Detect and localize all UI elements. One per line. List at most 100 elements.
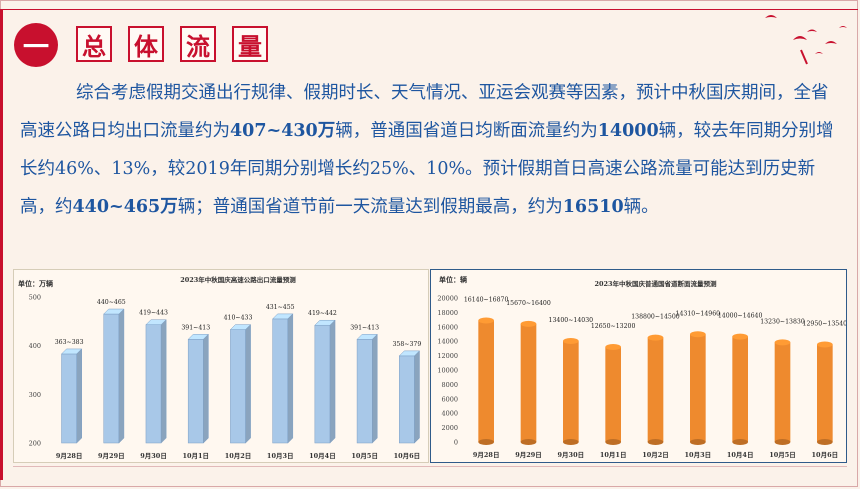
left-bar-side-1 [118, 308, 125, 444]
right-y-tick-label-5: 10000 [437, 367, 458, 375]
right-x-tick-label-8: 10月6日 [812, 451, 839, 459]
left-bar-0 [61, 353, 77, 444]
right-bar-top-4 [647, 334, 664, 341]
right-bar-top-3 [605, 343, 621, 350]
left-data-label-8: 358~379 [392, 341, 421, 348]
left-data-label-1: 440~465 [97, 299, 126, 306]
right-unit-label: 单位：辆 [439, 275, 467, 284]
left-x-tick-label-7: 10月5日 [351, 452, 378, 460]
left-bar-5 [272, 318, 289, 444]
right-bar-base-6 [732, 439, 748, 445]
right-bar-base-7 [774, 439, 791, 445]
right-y-tick-label-9: 18000 [437, 309, 458, 317]
left-y-tick-label-2: 400 [29, 342, 41, 350]
left-bar-8 [399, 355, 415, 444]
left-unit-label: 单位：万辆 [18, 279, 53, 288]
right-bar-top-5 [690, 331, 706, 338]
right-chart-title: 2023年中秋国庆普通国省道断面流量预测 [594, 279, 717, 288]
left-bar-side-6 [329, 319, 336, 444]
left-bar-2 [145, 324, 162, 444]
left-x-tick-label-4: 10月2日 [225, 452, 252, 460]
left-y-tick-label-1: 300 [29, 391, 41, 399]
right-bar-1 [520, 323, 537, 442]
right-bar-8 [817, 344, 833, 442]
flying-birds-icon [765, 15, 847, 65]
right-bar-base-2 [563, 439, 579, 445]
right-x-tick-label-0: 9月28日 [473, 451, 500, 459]
right-bar-base-8 [817, 439, 833, 445]
right-bar-top-2 [563, 337, 579, 344]
left-data-label-0: 363~383 [55, 339, 84, 346]
right-x-tick-label-1: 9月29日 [515, 451, 542, 459]
left-bar-side-7 [372, 333, 378, 444]
right-bar-top-7 [774, 339, 791, 346]
right-y-tick-label-4: 8000 [441, 381, 458, 389]
top-rule [0, 9, 858, 10]
left-x-tick-label-3: 10月1日 [182, 452, 209, 460]
left-data-label-5: 431~455 [266, 304, 295, 311]
left-data-label-4: 410~433 [224, 315, 253, 322]
left-x-tick-label-0: 9月28日 [56, 452, 83, 460]
left-x-tick-label-5: 10月3日 [267, 452, 294, 460]
right-data-label-1: 15670~16400 [506, 300, 551, 307]
right-bar-base-4 [647, 439, 664, 445]
right-data-label-6: 14000~14640 [718, 313, 763, 320]
right-y-tick-label-2: 4000 [441, 410, 458, 418]
right-y-tick-label-8: 16000 [437, 323, 458, 331]
right-data-label-3: 12650~13200 [591, 323, 636, 330]
left-x-tick-label-1: 9月29日 [98, 452, 125, 460]
right-data-label-4: 138800~14500 [631, 314, 680, 321]
right-bar-top-6 [732, 333, 748, 340]
right-bar-4 [647, 337, 664, 442]
right-bar-base-0 [478, 439, 494, 445]
right-y-tick-label-0: 0 [454, 439, 458, 447]
left-y-tick-label-3: 500 [29, 294, 41, 302]
right-bar-3 [605, 346, 621, 442]
right-bar-0 [478, 320, 494, 442]
left-data-label-6: 419~442 [308, 310, 337, 317]
right-bar-5 [690, 334, 706, 442]
right-bar-base-3 [605, 439, 621, 445]
right-y-tick-label-10: 20000 [437, 295, 458, 303]
right-y-tick-label-3: 6000 [441, 395, 458, 403]
right-data-label-2: 13400~14030 [549, 317, 594, 324]
summary-paragraph: 综合考虑假期交通出行规律、假期时长、天气情况、亚运会观赛等因素，预计中秋国庆期间… [20, 83, 834, 217]
left-bar-side-3 [203, 333, 209, 444]
right-y-tick-label-6: 12000 [437, 352, 458, 360]
section-number-badge: 一 [14, 23, 58, 67]
right-x-tick-label-7: 10月5日 [769, 451, 796, 459]
left-bar-3 [187, 339, 204, 444]
right-bar-6 [732, 336, 748, 442]
highway-flow-chart: 单位：万辆 2023年中秋国庆高速公路出口流量预测 200 300 400 500 363~… [13, 269, 429, 463]
left-data-label-3: 391~413 [181, 324, 210, 331]
left-bar-7 [356, 339, 373, 444]
right-x-tick-label-3: 10月1日 [600, 451, 627, 459]
right-y-tick-label-1: 2000 [441, 424, 458, 432]
left-data-label-2: 419~443 [139, 310, 168, 317]
left-x-tick-label-2: 9月30日 [140, 452, 167, 460]
right-bar-top-8 [817, 341, 833, 348]
right-bar-base-5 [690, 439, 706, 445]
left-bar-side-5 [287, 313, 294, 444]
highway-flow-chart-svg: 单位：万辆 2023年中秋国庆高速公路出口流量预测 200 300 400 500 363~… [18, 275, 421, 460]
right-data-label-5: 14310~14960 [676, 310, 721, 317]
left-x-tick-label-6: 10月4日 [309, 452, 336, 460]
left-data-label-7: 391~413 [350, 324, 379, 331]
title-char-1: 总 [76, 26, 112, 62]
left-bar-6 [314, 324, 331, 444]
left-accent-bar [0, 10, 3, 480]
section-number: 一 [22, 32, 49, 63]
right-bar-top-1 [520, 320, 537, 327]
right-y-tick-label-7: 14000 [437, 338, 458, 346]
road-flow-chart: 单位：辆 2023年中秋国庆普通国省道断面流量预测 0 2000 4000 6000 800… [430, 269, 847, 463]
left-chart-title: 2023年中秋国庆高速公路出口流量预测 [180, 275, 296, 284]
left-bar-side-4 [245, 324, 251, 444]
right-x-tick-label-2: 9月30日 [558, 451, 585, 459]
title-char-2: 体 [128, 26, 164, 62]
right-bar-base-1 [520, 439, 537, 445]
right-data-label-8: 12950~13540 [803, 321, 846, 328]
left-y-tick-label-0: 200 [29, 440, 41, 448]
left-bar-side-0 [76, 348, 82, 444]
right-bar-7 [774, 342, 791, 442]
left-bar-side-2 [160, 319, 167, 444]
